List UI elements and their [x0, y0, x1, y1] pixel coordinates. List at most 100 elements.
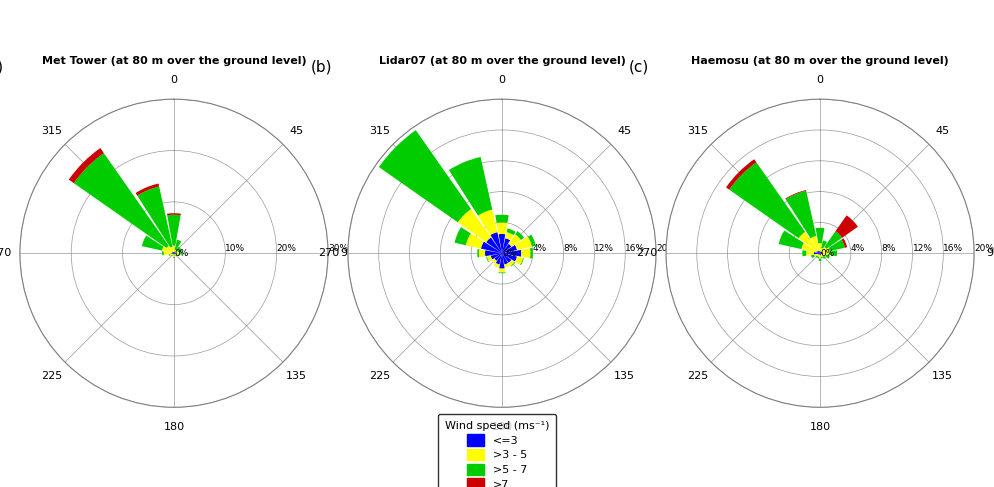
- Bar: [172, 252, 174, 253]
- Bar: [824, 231, 842, 249]
- Bar: [176, 246, 181, 251]
- Bar: [497, 223, 507, 234]
- Bar: [496, 253, 502, 264]
- Bar: [801, 243, 817, 252]
- Bar: [785, 191, 816, 238]
- Bar: [175, 251, 177, 253]
- Bar: [174, 253, 176, 254]
- Bar: [509, 260, 515, 266]
- Bar: [820, 253, 821, 255]
- Bar: [825, 255, 830, 259]
- Bar: [69, 148, 103, 183]
- Bar: [816, 228, 824, 244]
- Bar: [798, 232, 818, 251]
- Bar: [172, 253, 174, 254]
- Bar: [175, 240, 181, 250]
- Bar: [822, 248, 830, 253]
- Bar: [505, 232, 514, 240]
- Bar: [176, 252, 180, 254]
- Bar: [818, 253, 820, 255]
- Bar: [492, 259, 497, 263]
- Bar: [819, 251, 820, 253]
- Bar: [485, 250, 502, 256]
- Bar: [819, 253, 820, 255]
- Bar: [487, 256, 492, 262]
- Bar: [74, 153, 169, 248]
- Bar: [486, 257, 489, 262]
- Bar: [502, 253, 517, 262]
- Bar: [502, 253, 512, 262]
- Bar: [822, 254, 826, 257]
- Bar: [449, 157, 492, 216]
- Bar: [515, 257, 523, 265]
- Bar: [515, 231, 524, 240]
- Bar: [802, 250, 806, 256]
- Bar: [821, 257, 823, 259]
- Bar: [842, 238, 847, 248]
- Bar: [509, 234, 521, 246]
- Bar: [821, 254, 824, 257]
- Bar: [466, 233, 484, 248]
- Bar: [175, 254, 176, 255]
- Bar: [170, 247, 174, 252]
- Bar: [814, 252, 820, 254]
- Title: Haemosu (at 80 m over the ground level): Haemosu (at 80 m over the ground level): [691, 56, 949, 66]
- Text: 0%: 0%: [502, 249, 516, 258]
- Bar: [173, 254, 174, 256]
- Bar: [167, 213, 181, 215]
- Bar: [528, 235, 536, 246]
- Bar: [499, 272, 505, 273]
- Bar: [829, 250, 837, 256]
- Title: Met Tower (at 80 m over the ground level): Met Tower (at 80 m over the ground level…: [42, 56, 306, 66]
- Bar: [828, 240, 845, 251]
- Bar: [530, 248, 533, 259]
- Bar: [173, 245, 175, 252]
- Bar: [170, 254, 173, 256]
- Bar: [515, 237, 532, 250]
- Bar: [520, 258, 524, 265]
- Bar: [167, 215, 181, 245]
- Bar: [175, 255, 177, 256]
- Bar: [142, 236, 164, 251]
- Bar: [821, 241, 827, 249]
- Bar: [173, 257, 175, 258]
- Bar: [499, 234, 505, 253]
- Text: 0%: 0%: [820, 249, 834, 258]
- Bar: [180, 252, 183, 255]
- Bar: [818, 255, 820, 257]
- Bar: [816, 256, 818, 258]
- Bar: [778, 230, 804, 249]
- Bar: [505, 263, 510, 267]
- Bar: [820, 255, 822, 257]
- Bar: [173, 255, 175, 257]
- Legend: <=3, >3 - 5, >5 - 7, >7: <=3, >3 - 5, >5 - 7, >7: [438, 414, 556, 487]
- Bar: [162, 246, 172, 253]
- Bar: [810, 236, 819, 251]
- Bar: [477, 249, 479, 258]
- Bar: [820, 252, 822, 253]
- Bar: [819, 256, 821, 259]
- Bar: [174, 250, 176, 252]
- Bar: [490, 232, 502, 253]
- Bar: [171, 253, 174, 254]
- Bar: [137, 187, 173, 247]
- Bar: [507, 228, 516, 235]
- Bar: [814, 254, 818, 257]
- Bar: [502, 244, 512, 253]
- Bar: [817, 251, 820, 253]
- Bar: [511, 262, 515, 266]
- Bar: [820, 253, 823, 254]
- Bar: [502, 245, 517, 253]
- Bar: [491, 253, 502, 260]
- Bar: [379, 130, 471, 222]
- Bar: [730, 162, 805, 238]
- Bar: [174, 252, 176, 253]
- Bar: [499, 253, 505, 269]
- Bar: [820, 252, 821, 253]
- Bar: [175, 251, 178, 253]
- Bar: [819, 259, 821, 261]
- Bar: [502, 250, 521, 257]
- Bar: [823, 252, 829, 255]
- Bar: [175, 254, 178, 256]
- Bar: [823, 256, 826, 259]
